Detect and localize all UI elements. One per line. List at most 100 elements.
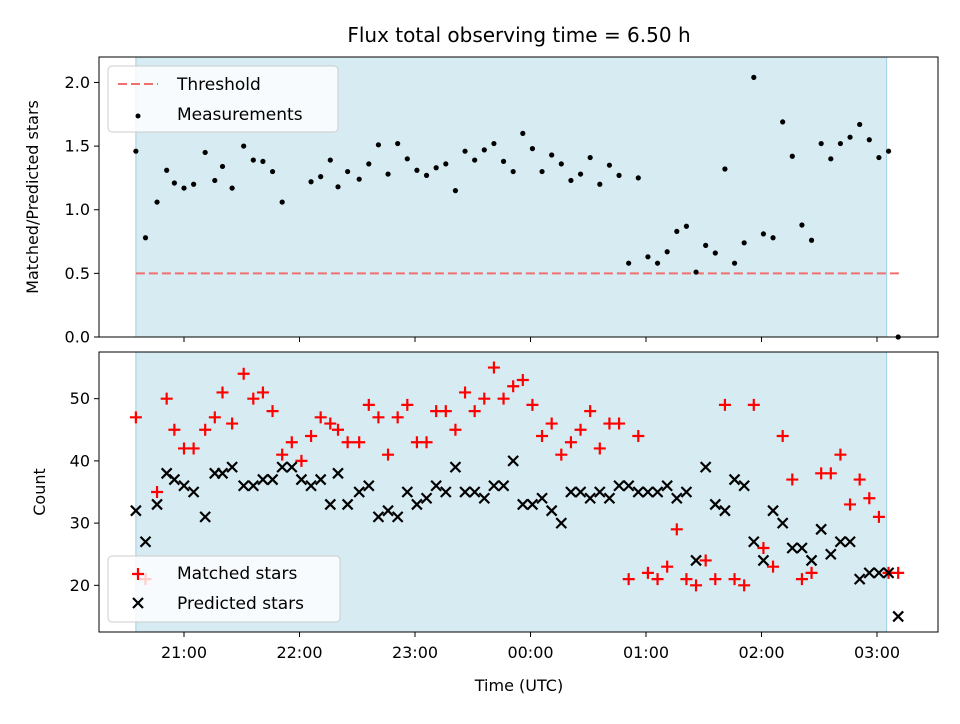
predicted-star-point [892, 610, 904, 623]
measurement-point [857, 121, 863, 128]
predicted-star-point [199, 511, 211, 523]
matched-star-point [187, 442, 200, 455]
matched-star-point [276, 448, 289, 461]
measurement-point [345, 168, 351, 175]
measurement-point [626, 260, 632, 266]
matched-star-point [767, 560, 780, 573]
predicted-star-point [738, 480, 750, 492]
matched-star-point [622, 573, 635, 586]
measurement-point [142, 235, 149, 241]
bottom-y-tick-label: 40 [70, 451, 90, 470]
predicted-star-point [719, 504, 731, 517]
measurement-point [654, 260, 661, 266]
predicted-star-point [130, 504, 142, 517]
predicted-star-point [632, 486, 645, 498]
predicted-star-point [622, 480, 635, 492]
measurement-point [164, 167, 170, 173]
matched-star-point [487, 361, 500, 374]
matched-star-point [332, 423, 344, 436]
measurement-point [597, 181, 603, 187]
measurement-point [780, 119, 786, 125]
measurement-point [568, 177, 574, 184]
matched-star-point [574, 423, 587, 436]
matched-star-point [208, 411, 221, 424]
predicted-legend-swatch [132, 597, 144, 609]
top-panel: 0.00.51.01.52.0 Matched/Predicted stars … [23, 56, 939, 347]
predicted-star-point [690, 554, 702, 567]
matched-star-point [420, 436, 433, 449]
predicted-star-point [497, 480, 510, 492]
bottom-y-tick-label: 50 [70, 389, 90, 408]
top-y-axis-label: Matched/Predicted stars [23, 100, 42, 294]
matched-star-point [593, 442, 606, 455]
matched-star-point [439, 405, 452, 418]
measurement-point [154, 199, 160, 205]
x-axis-label: Time (UTC) [474, 676, 563, 695]
predicted-star-point [276, 461, 288, 473]
measurement-point [356, 176, 362, 182]
matched-star-point [391, 411, 404, 424]
measurement-point [250, 157, 256, 163]
top-y-tick-label: 1.0 [65, 200, 90, 219]
predicted-star-point [757, 554, 770, 567]
predicted-star-point [748, 536, 760, 548]
x-tick-label: 02:00 [738, 643, 784, 662]
measurement-point [433, 165, 439, 171]
top-y-tick-label: 0.0 [65, 328, 90, 347]
chart-title: Flux total observing time = 6.50 h [347, 23, 690, 47]
measurement-point [693, 269, 699, 275]
predicted-star-point [295, 473, 308, 486]
predicted-star-point [488, 480, 500, 492]
matched-star-point [526, 398, 539, 411]
predicted-star-point [651, 486, 664, 498]
matched-star-point [613, 417, 626, 430]
bottom-y-ticks: 20 30 40 50 [70, 389, 99, 595]
matched-star-point [564, 436, 577, 449]
matched-star-point [747, 398, 760, 411]
predicted-star-point [594, 486, 606, 498]
predicted-star-point [545, 504, 558, 517]
predicted-star-point [332, 467, 344, 480]
matched-star-point [341, 436, 354, 449]
matched-star-point [680, 573, 693, 586]
x-tick-label: 00:00 [507, 643, 553, 662]
predicted-star-point [468, 486, 481, 498]
measurement-point [577, 171, 584, 177]
predicted-star-point [266, 473, 279, 486]
matched-star-point [497, 392, 510, 405]
predicted-star-point [661, 480, 673, 492]
measurement-point [760, 231, 767, 237]
measurement-point [645, 254, 651, 260]
predicted-star-point [825, 548, 837, 560]
predicted-star-point [584, 492, 596, 504]
predicted-star-point [805, 554, 818, 567]
measurement-point [683, 223, 690, 229]
predicted-star-point [834, 536, 847, 548]
measurement-point [664, 249, 670, 255]
predicted-star-point [603, 492, 616, 504]
matched-star-point [266, 405, 279, 418]
measurement-point [539, 168, 545, 175]
predicted-star-point [767, 504, 779, 517]
top-x-ticks [183, 337, 878, 342]
measurement-point [385, 171, 391, 177]
matched-star-point [226, 417, 239, 430]
bottom-y-axis-label: Count [30, 468, 49, 516]
matched-star-point [516, 374, 529, 386]
bottom-panel: 20 30 40 50 21:00 22:00 23:00 00:00 01:00 02:00 0… [30, 351, 939, 695]
predicted-star-point [815, 523, 827, 536]
predicted-star-point [786, 542, 799, 554]
measurement-point [327, 157, 333, 163]
measurement-point [481, 147, 487, 153]
matched-star-point [786, 473, 799, 486]
matched-star-point [237, 367, 250, 380]
predicted-star-point [449, 461, 462, 473]
measurement-point [229, 185, 235, 191]
measurement-point [703, 242, 709, 248]
matched-star-point [160, 392, 173, 405]
measurement-point [799, 222, 805, 228]
matched-star-point [651, 573, 664, 586]
matched-star-point [555, 448, 568, 461]
predicted-star-point [680, 486, 693, 498]
measurement-point [318, 174, 324, 180]
